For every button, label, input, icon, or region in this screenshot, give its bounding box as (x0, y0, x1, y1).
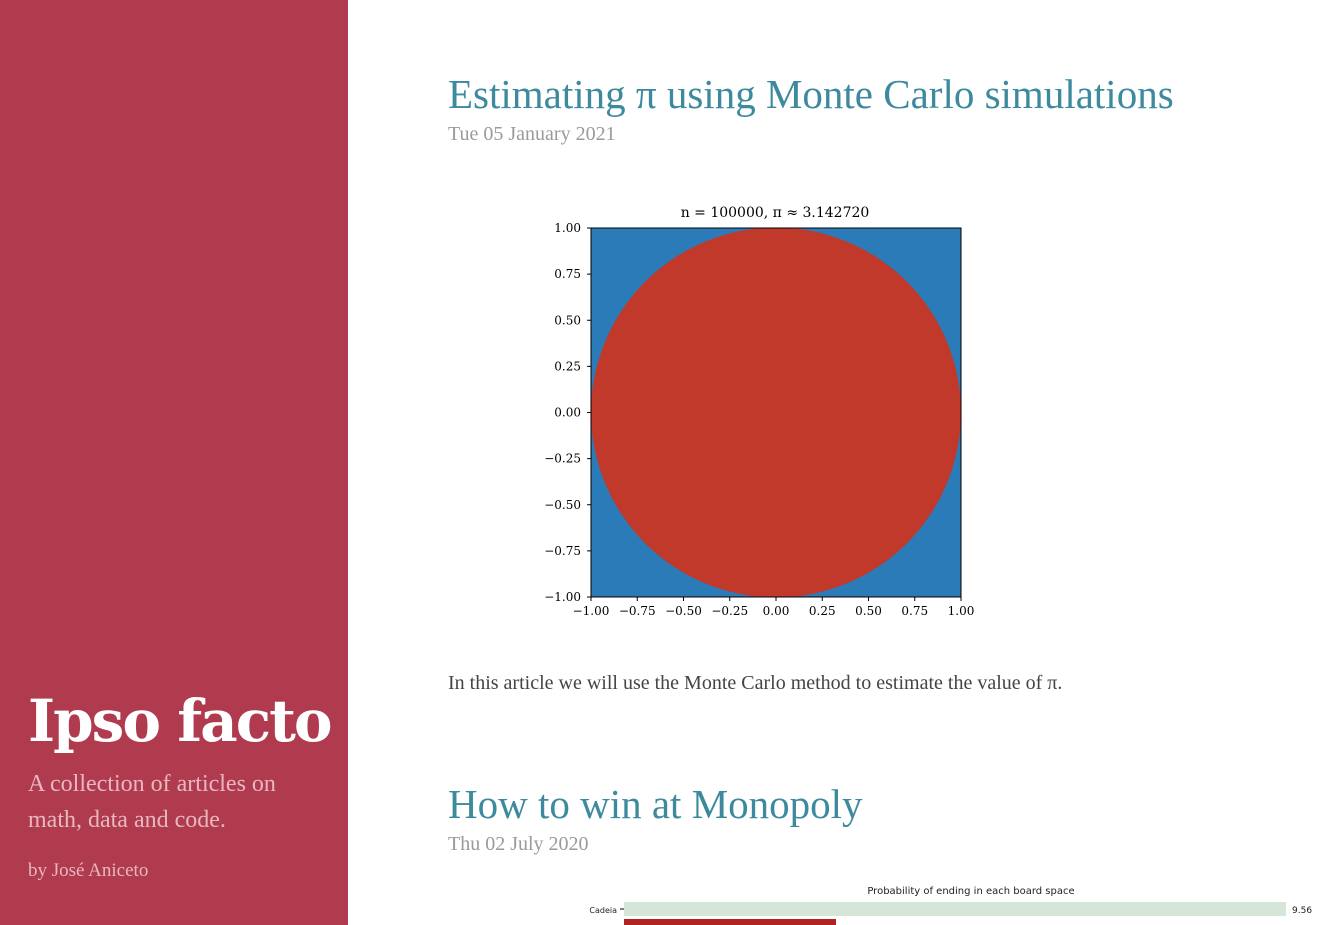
post-excerpt-pi: In this article we will use the Monte Ca… (448, 672, 1063, 694)
y-tick-label: −0.50 (544, 498, 581, 512)
y-tick-label: −0.25 (544, 452, 581, 466)
post-date-monopoly: Thu 02 July 2020 (448, 833, 589, 855)
y-tick-label: −0.75 (544, 544, 581, 558)
x-tick-label: 0.75 (901, 604, 928, 618)
y-tick-label: 0.00 (554, 406, 581, 420)
site-tagline: A collection of articles on math, data a… (28, 771, 276, 833)
monte-carlo-chart: n = 100000, π ≈ 3.142720 −1.00 −0.75 −0.50… (544, 205, 975, 618)
y-axis-ticks: 1.00 0.75 0.50 0.25 0.00 −0.25 −0.50 −0.75 −1.00 (544, 221, 591, 604)
bar-next (624, 919, 836, 925)
post-title-pi[interactable]: Estimating π using Monte Carlo simulatio… (448, 71, 1174, 117)
x-tick-label: −0.25 (711, 604, 748, 618)
x-tick-label: −0.50 (665, 604, 702, 618)
x-tick-label: 0.25 (809, 604, 836, 618)
y-tick-label: 1.00 (554, 221, 581, 235)
site-brand[interactable]: Ipso facto (28, 687, 333, 755)
inside-points-circle (591, 227, 961, 598)
y-tick-label: 0.50 (554, 313, 581, 327)
bar-category-label: Cadeia (589, 906, 617, 915)
chart-title: Probability of ending in each board spac… (867, 886, 1074, 897)
bar-value-label: 9.56 (1292, 906, 1312, 916)
post-date-pi: Tue 05 January 2021 (448, 123, 616, 145)
monopoly-chart: Probability of ending in each board spac… (589, 886, 1312, 925)
sidebar: Ipso facto A collection of articles on m… (0, 0, 348, 925)
y-tick-label: −1.00 (544, 590, 581, 604)
x-tick-label: 0.00 (763, 604, 790, 618)
bar-cadeia (624, 902, 1286, 916)
post-title-monopoly[interactable]: How to win at Monopoly (448, 781, 863, 827)
x-tick-label: −1.00 (573, 604, 610, 618)
author-byline: by José Aniceto (28, 860, 149, 881)
y-tick-label: 0.75 (554, 267, 581, 281)
y-tick-label: 0.25 (554, 359, 581, 373)
x-axis-ticks: −1.00 −0.75 −0.50 −0.25 0.00 0.25 0.50 0.75 1.00 (573, 597, 975, 618)
x-tick-label: 0.50 (855, 604, 882, 618)
chart-title: n = 100000, π ≈ 3.142720 (681, 205, 870, 221)
x-tick-label: −0.75 (619, 604, 656, 618)
x-tick-label: 1.00 (948, 604, 975, 618)
